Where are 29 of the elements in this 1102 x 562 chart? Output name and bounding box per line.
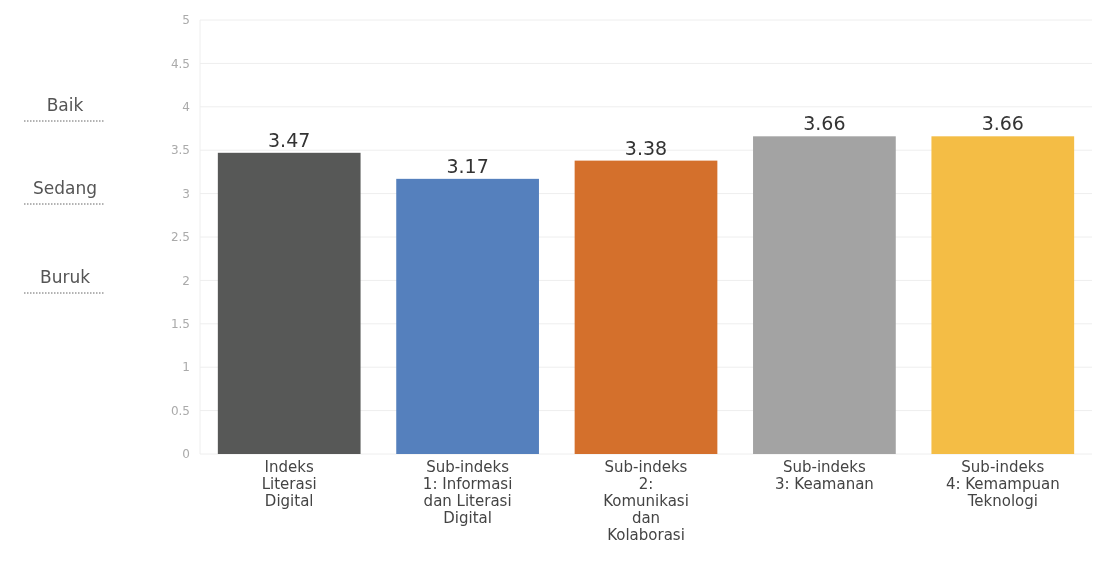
y-tick-label: 1: [182, 360, 190, 375]
y-tick-label: 2: [182, 273, 190, 288]
text: Buruk: [39, 267, 91, 287]
bar: [753, 136, 896, 454]
x-tick-label: Sub-indeks 4: Kemampuan Teknologi: [945, 458, 1060, 510]
y-tick-label: 5: [182, 13, 190, 28]
y-tick-label: 1.5: [170, 317, 190, 331]
x-tick-label: Sub-indeks 2: Komunikasi dan Kolaborasi: [603, 458, 689, 544]
bar: [217, 152, 361, 454]
x-tick-label: Sub-indeks 1: Informasi dan Literasi Digital: [422, 458, 513, 527]
y-tick-label: 4: [182, 100, 190, 114]
x-tick-label: Indeks Literasi Digital: [261, 458, 317, 510]
data-label: 3.66: [981, 112, 1024, 135]
bar: [396, 178, 539, 454]
data-label: 3.17: [446, 154, 489, 177]
y-tick-label: 4.5: [170, 56, 190, 71]
y-tick-label: 0: [182, 447, 190, 462]
x-tick-label: Sub-indeks 3: Keamanan: [774, 458, 874, 493]
data-label: 3.66: [803, 112, 846, 135]
bar: [931, 136, 1075, 454]
y-tick-label: 0.5: [170, 403, 190, 418]
y-tick-label: 3: [182, 186, 190, 201]
data-label: 3.47: [268, 128, 311, 151]
y-tick-label: 2.5: [170, 230, 190, 245]
text: Sedang: [32, 178, 98, 198]
data-label: 3.38: [624, 136, 668, 159]
text: Baik: [46, 95, 84, 115]
y-tick-label: 3.5: [170, 143, 190, 158]
bar: [574, 160, 718, 454]
